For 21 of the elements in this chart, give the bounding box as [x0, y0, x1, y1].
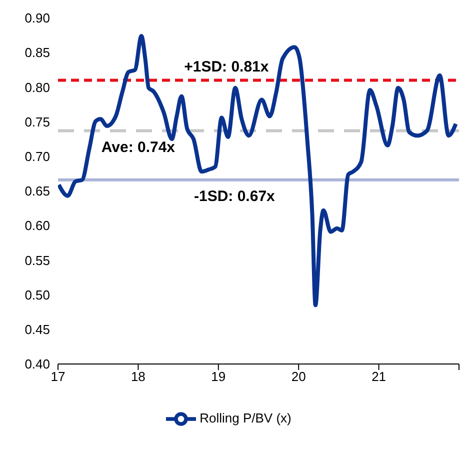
y-tick-label: 0.40 [24, 356, 50, 372]
x-tick-label: 17 [50, 369, 66, 384]
ref-line-label: +1SD: 0.81x [184, 58, 270, 76]
line-series [58, 34, 458, 308]
y-tick-label: 0.85 [24, 45, 50, 60]
y-tick-label: 0.80 [24, 80, 50, 95]
y-tick-label: 0.75 [24, 114, 50, 130]
ref-line-label: -1SD: 0.67x [194, 188, 276, 205]
y-tick-label: 0.45 [24, 322, 50, 338]
x-tick-label: 18 [130, 369, 146, 384]
y-tick-label: 0.60 [24, 218, 50, 234]
x-tick-label: 21 [372, 369, 386, 384]
y-tick-label: 0.55 [24, 252, 50, 268]
x-tick-label: 20 [291, 369, 306, 384]
ref-line-label: Ave: 0.74x [101, 138, 176, 156]
x-tick-label: 19 [211, 369, 226, 384]
y-tick-label: 0.70 [24, 149, 50, 164]
y-tick-label: 0.50 [24, 287, 50, 302]
y-tick-label: 0.90 [24, 10, 50, 26]
legend-label: Rolling P/BV (x) [200, 410, 292, 426]
y-tick-label: 0.65 [24, 184, 50, 199]
